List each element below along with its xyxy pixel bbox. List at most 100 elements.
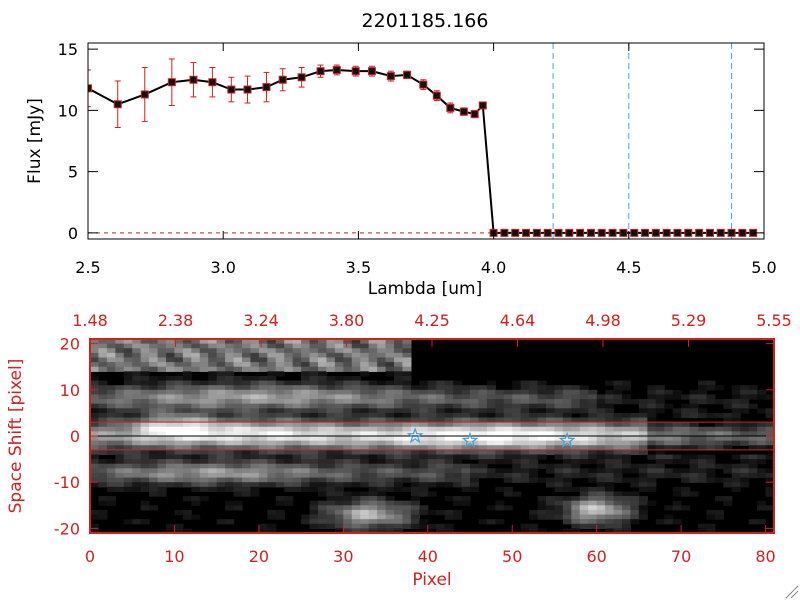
heatmap-cell — [106, 496, 116, 502]
heatmap-cell — [132, 463, 142, 469]
heatmap-y-tick-label: 20 — [60, 335, 80, 354]
heatmap-cell — [495, 454, 505, 460]
heatmap-cell — [571, 519, 581, 525]
heatmap-cell — [166, 357, 176, 363]
heatmap-cell — [106, 472, 116, 479]
heatmap-cell — [309, 436, 319, 442]
heatmap-cell — [402, 371, 412, 377]
heatmap-cell — [765, 468, 774, 474]
heatmap-cell — [647, 468, 657, 474]
heatmap-cell — [689, 436, 699, 442]
heatmap-cell — [377, 339, 387, 345]
heatmap-cell — [562, 486, 572, 493]
heatmap-cell — [90, 449, 100, 456]
heatmap-cell — [191, 380, 201, 386]
heatmap-cell — [377, 366, 387, 372]
data-point-marker — [619, 228, 628, 237]
heatmap-cell — [478, 459, 488, 465]
heatmap-cell — [630, 436, 640, 442]
heatmap-cell — [529, 528, 539, 533]
heatmap-cell — [579, 412, 589, 419]
heatmap-cell — [478, 394, 488, 400]
heatmap-cell — [292, 389, 302, 396]
heatmap-cell — [385, 445, 395, 451]
heatmap-cell — [225, 339, 235, 345]
heatmap-cell — [225, 440, 235, 446]
heatmap-cell — [98, 436, 108, 442]
heatmap-cell — [579, 491, 589, 497]
heatmap-cell — [233, 431, 243, 437]
heatmap-cell — [309, 385, 319, 391]
heatmap-cell — [706, 477, 716, 483]
heatmap-cell — [360, 422, 370, 428]
heatmap-cell — [427, 491, 437, 497]
heatmap-cell — [301, 472, 311, 479]
heatmap-cell — [495, 417, 505, 423]
heatmap-cell — [166, 431, 176, 437]
heatmap-cell — [368, 394, 378, 400]
heatmap-cell — [351, 380, 361, 386]
heatmap-cell — [309, 371, 319, 377]
heatmap-cell — [326, 449, 336, 456]
heatmap-cell — [394, 477, 404, 483]
heatmap-cell — [647, 422, 657, 428]
heatmap-cell — [664, 403, 674, 409]
heatmap-cell — [292, 468, 302, 474]
heatmap-cell — [351, 394, 361, 400]
heatmap-cell — [757, 389, 767, 396]
heatmap-cell — [326, 362, 336, 368]
heatmap-cell — [149, 436, 159, 442]
data-point-marker — [403, 70, 412, 79]
heatmap-cell — [554, 509, 564, 516]
heatmap-cell — [546, 417, 556, 423]
heatmap-cell — [562, 449, 572, 456]
heatmap-cell — [377, 343, 387, 349]
heatmap-cell — [385, 371, 395, 377]
heatmap-cell — [157, 348, 167, 354]
heatmap-cell — [132, 371, 142, 377]
heatmap-cell — [664, 422, 674, 428]
wavelength-tick-label: 4.64 — [500, 311, 536, 330]
heatmap-cell — [140, 412, 150, 419]
heatmap-cell — [453, 472, 463, 479]
heatmap-cell — [613, 417, 623, 423]
heatmap-cell — [115, 339, 125, 345]
heatmap-cell — [613, 519, 623, 525]
heatmap-cell — [681, 505, 691, 511]
heatmap-cell — [588, 440, 598, 446]
heatmap-cell — [613, 399, 623, 405]
heatmap-cell — [495, 519, 505, 525]
heatmap-cell — [689, 468, 699, 474]
heatmap-cell — [554, 445, 564, 451]
heatmap-cell — [284, 362, 294, 368]
heatmap-cell — [250, 352, 260, 359]
heatmap-cell — [647, 431, 657, 437]
heatmap-cell — [309, 486, 319, 493]
heatmap-cell — [258, 477, 268, 483]
heatmap-cell — [503, 468, 513, 474]
heatmap-cell — [512, 389, 522, 396]
heatmap-cell — [166, 436, 176, 442]
heatmap-cell — [343, 375, 353, 382]
heatmap-cell — [529, 514, 539, 520]
data-point-marker — [565, 228, 574, 237]
heatmap-cell — [478, 422, 488, 428]
heatmap-cell — [647, 408, 657, 414]
heatmap-cell — [546, 496, 556, 502]
resize-grip-icon[interactable] — [785, 585, 799, 599]
heatmap-cell — [140, 436, 150, 442]
heatmap-cell — [529, 412, 539, 419]
heatmap-cell — [106, 385, 116, 391]
heatmap-cell — [427, 477, 437, 483]
heatmap-cell — [208, 449, 218, 456]
heatmap-cell — [351, 505, 361, 511]
heatmap-cell — [385, 505, 395, 511]
heatmap-cell — [402, 394, 412, 400]
heatmap-cell — [410, 519, 420, 525]
heatmap-cell — [216, 389, 226, 396]
data-point-marker — [297, 73, 306, 82]
heatmap-cell — [731, 431, 741, 437]
heatmap-cell — [461, 496, 471, 502]
heatmap-cell — [706, 385, 716, 391]
heatmap-cell — [410, 412, 420, 419]
